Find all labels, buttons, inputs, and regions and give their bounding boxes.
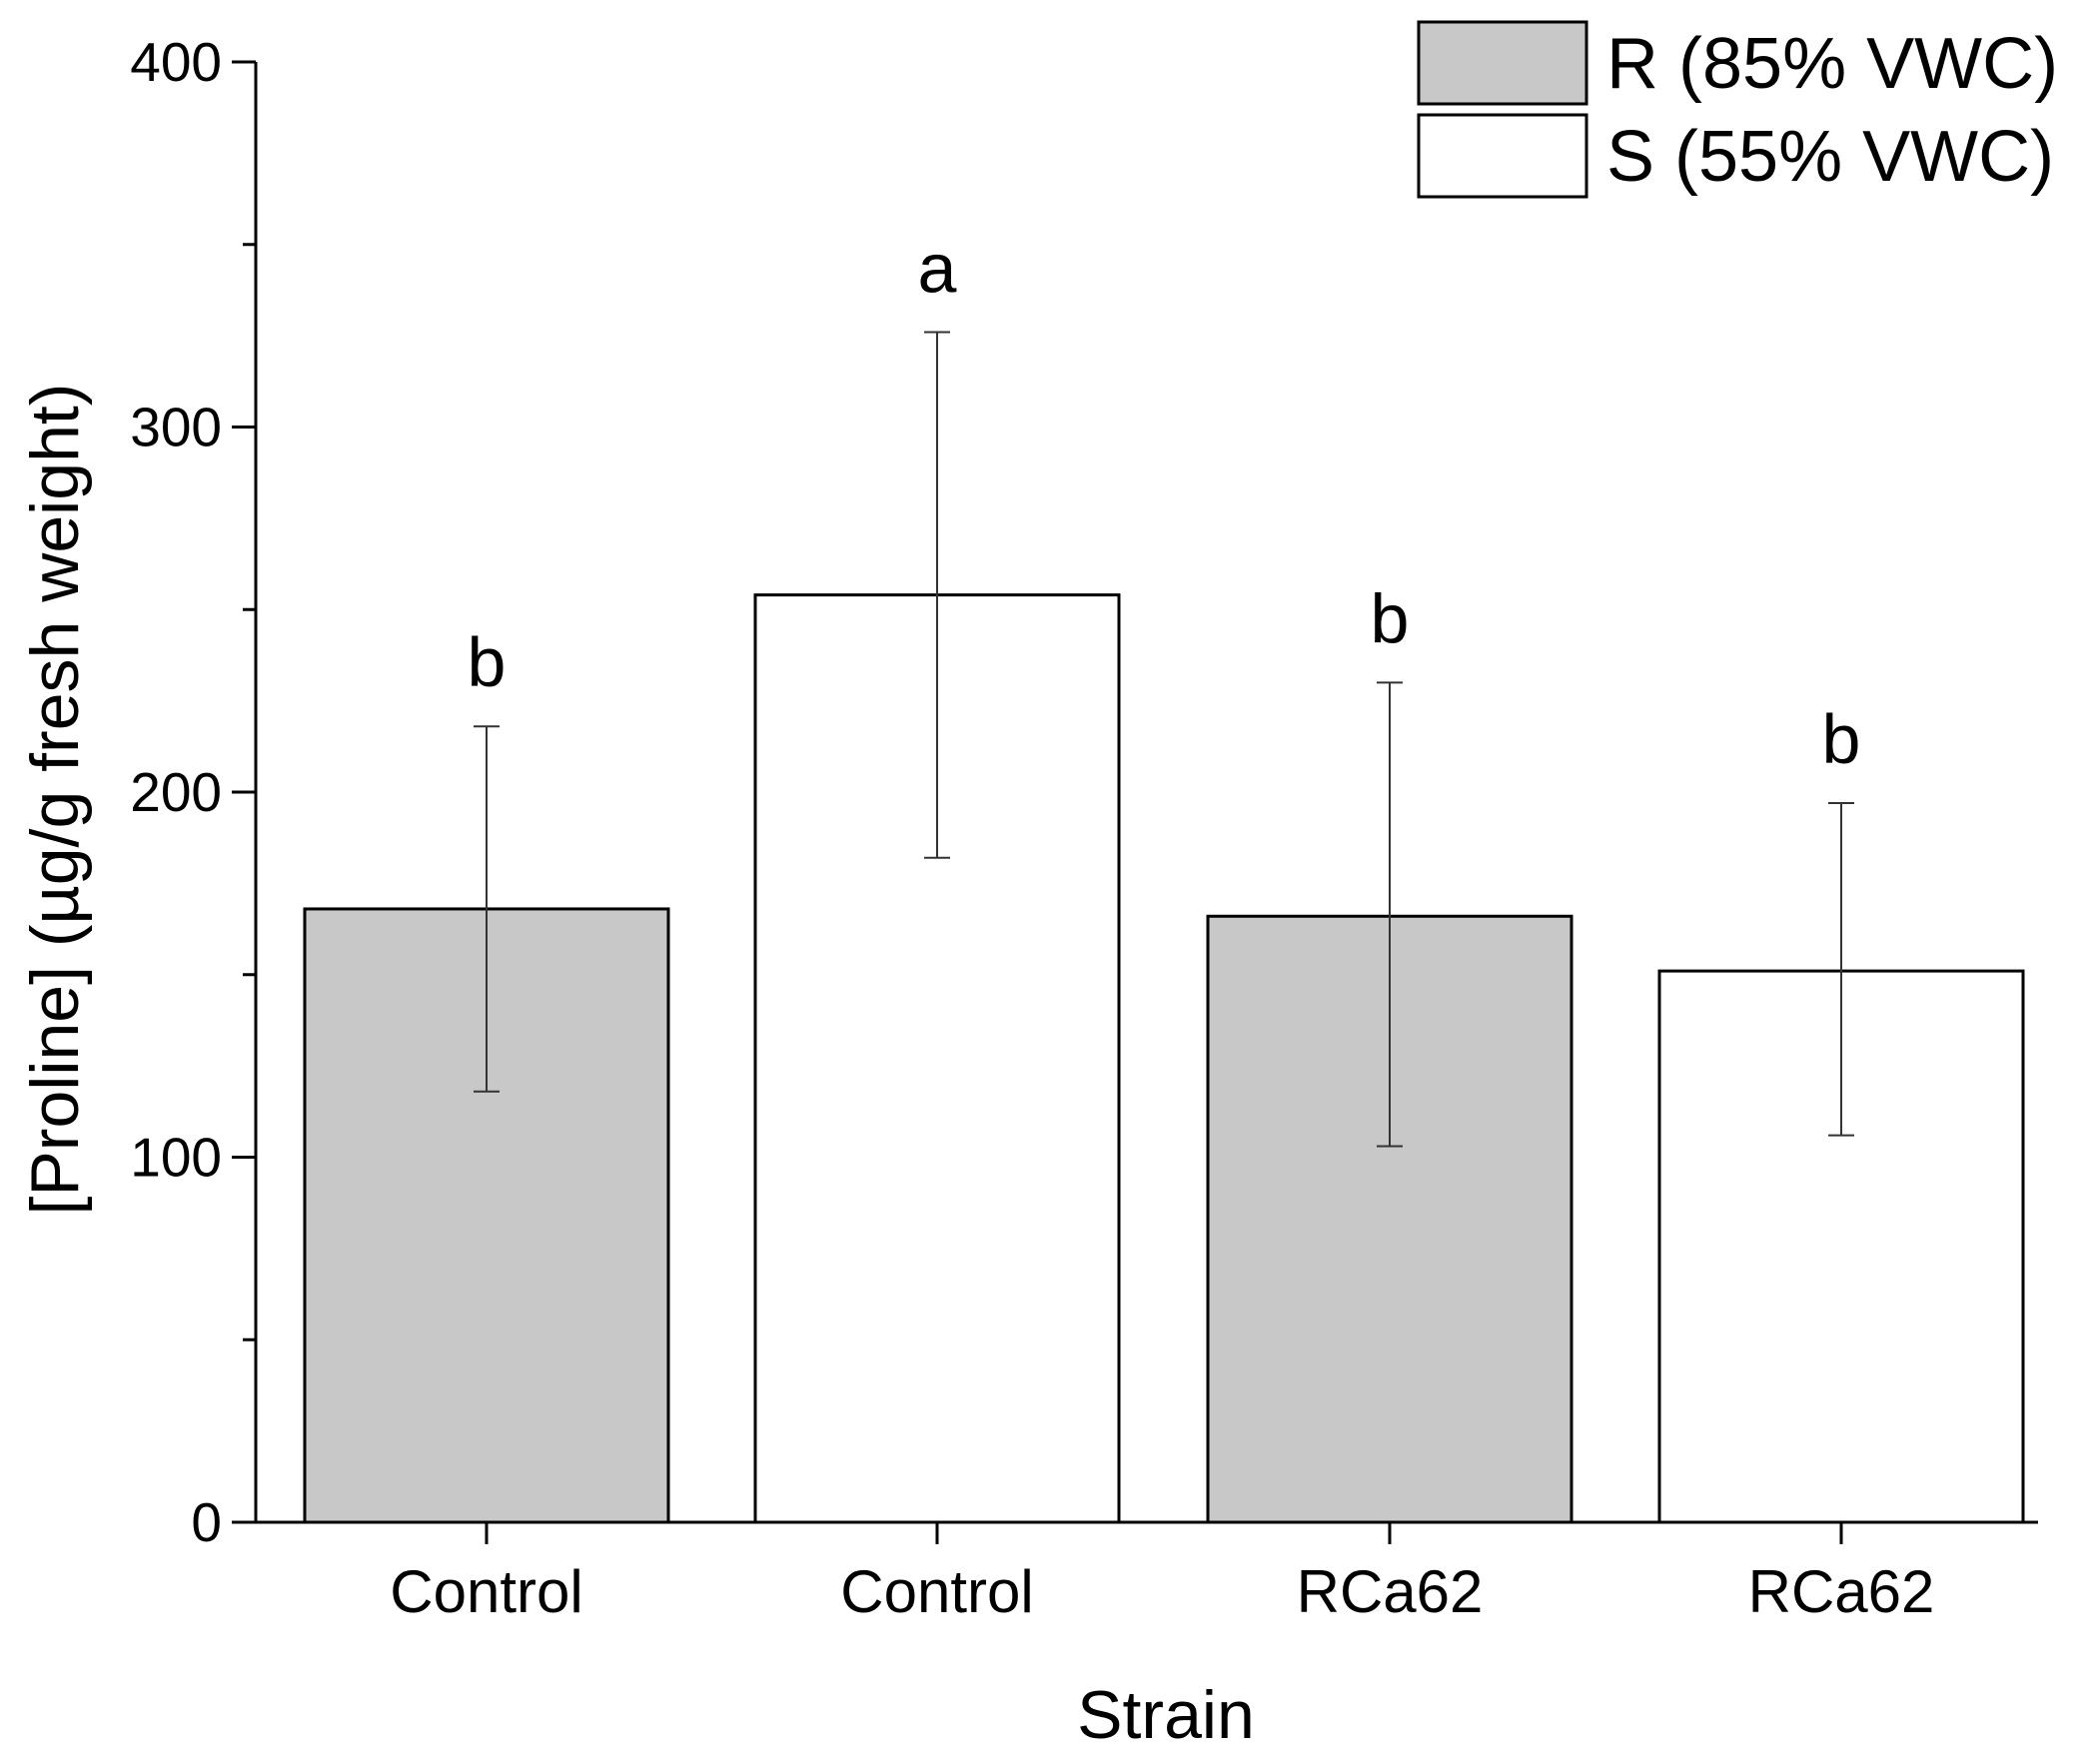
significance-letter-1: b xyxy=(468,623,507,701)
x-ticks: Control Control RCa62 RCa62 xyxy=(390,1522,1934,1625)
error-bar-1 xyxy=(474,725,500,1093)
significance-letters: b a b b xyxy=(468,229,1861,777)
legend: R (85% VWC) S (55% VWC) xyxy=(1417,20,2058,199)
legend-swatch-s xyxy=(1417,113,1588,199)
legend-label-r: R (85% VWC) xyxy=(1606,24,2058,104)
x-tick-label: Control xyxy=(840,1558,1033,1625)
error-bar-4 xyxy=(1828,801,1854,1137)
significance-letter-2: a xyxy=(918,229,957,307)
x-tick-label: Control xyxy=(390,1558,582,1625)
legend-swatch-r xyxy=(1417,20,1588,106)
legend-label-s: S (55% VWC) xyxy=(1606,117,2054,197)
y-tick-label: 200 xyxy=(130,761,222,823)
significance-letter-3: b xyxy=(1371,579,1410,657)
bars xyxy=(303,593,2025,1524)
error-bars xyxy=(474,331,1854,1148)
significance-letter-4: b xyxy=(1822,700,1861,778)
x-tick-label: RCa62 xyxy=(1297,1558,1484,1625)
y-axis-title: [Proline] (µg/g fresh weight) xyxy=(17,384,93,1216)
y-tick-label: 400 xyxy=(130,31,222,93)
y-tick-label: 100 xyxy=(130,1127,222,1189)
y-tick-label: 300 xyxy=(130,397,222,458)
error-bar-3 xyxy=(1377,681,1403,1148)
y-ticks: 0 100 200 300 400 xyxy=(130,31,256,1553)
y-tick-label: 0 xyxy=(191,1491,222,1553)
x-axis-title: Strain xyxy=(1077,1677,1255,1751)
x-tick-label: RCa62 xyxy=(1748,1558,1935,1625)
error-bar-2 xyxy=(924,331,950,859)
